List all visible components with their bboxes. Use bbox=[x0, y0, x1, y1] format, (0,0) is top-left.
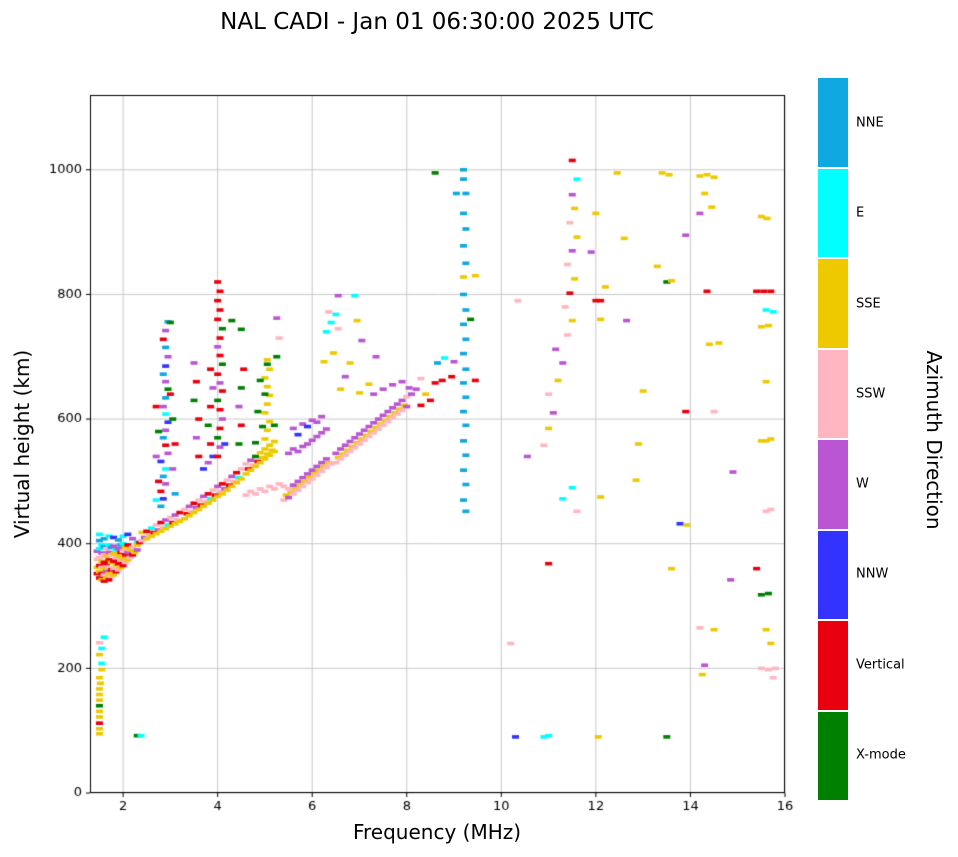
y-axis-label: Virtual height (km) bbox=[10, 349, 34, 539]
chart-title: NAL CADI - Jan 01 06:30:00 2025 UTC bbox=[220, 9, 654, 35]
colorbar-tick-label-w: W bbox=[856, 476, 869, 492]
x-axis-label: Frequency (MHz) bbox=[352, 820, 522, 844]
colorbar-segment-ssw bbox=[818, 349, 848, 440]
colorbar-tick-label-ssw: SSW bbox=[856, 386, 886, 402]
colorbar-segment-nne bbox=[818, 78, 848, 169]
colorbar-labels: NNE E SSE SSW W NNW Vertical X-mode bbox=[856, 78, 936, 800]
colorbar-segment-w bbox=[818, 440, 848, 531]
colorbar-axis-label: Azimuth Direction bbox=[922, 350, 946, 530]
colorbar-segment-vertical bbox=[818, 621, 848, 712]
colorbar-tick-label-nne: NNE bbox=[856, 115, 884, 131]
colorbar-tick-label-sse: SSE bbox=[856, 296, 881, 312]
colorbar bbox=[818, 78, 848, 800]
colorbar-tick-label-x-mode: X-mode bbox=[856, 747, 906, 763]
colorbar-segment-x-mode bbox=[818, 711, 848, 800]
colorbar-tick-label-nnw: NNW bbox=[856, 566, 889, 582]
colorbar-segment-nnw bbox=[818, 530, 848, 621]
colorbar-segment-sse bbox=[818, 259, 848, 350]
colorbar-tick-label-e: E bbox=[856, 205, 865, 221]
colorbar-tick-label-vertical: Vertical bbox=[856, 657, 905, 673]
colorbar-segment-e bbox=[818, 168, 848, 259]
